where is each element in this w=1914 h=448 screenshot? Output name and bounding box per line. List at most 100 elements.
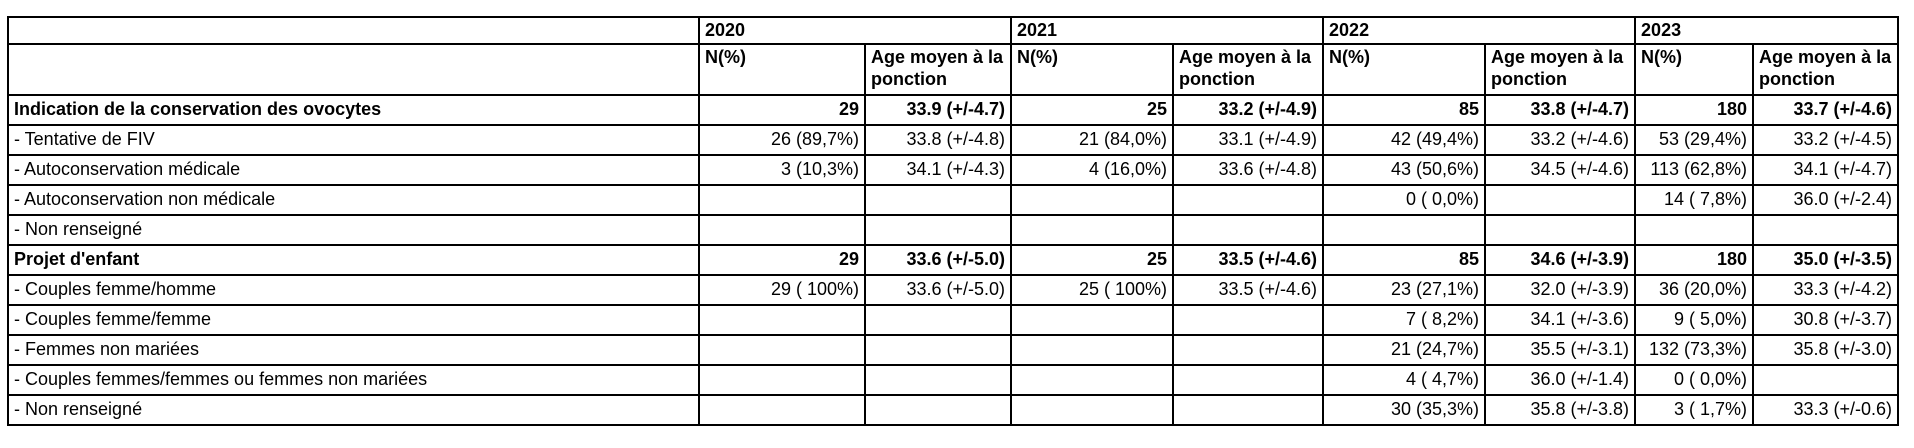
data-cell <box>1010 303 1175 336</box>
data-cell <box>1172 303 1325 336</box>
data-cell: 14 ( 7,8%) <box>1634 183 1755 216</box>
data-cell: 42 (49,4%) <box>1322 123 1487 156</box>
data-cell: 34.1 (+/-3.6) <box>1484 303 1637 336</box>
data-cell: 7 ( 8,2%) <box>1322 303 1487 336</box>
table-row: - Femmes non mariées 21 (24,7%) 35.5 (+/-3… <box>7 333 1900 366</box>
data-cell: 29 <box>698 93 866 126</box>
data-cell <box>1752 213 1900 246</box>
data-cell: 9 ( 5,0%) <box>1634 303 1755 336</box>
data-cell: 21 (24,7%) <box>1322 333 1487 366</box>
data-cell <box>1172 363 1325 396</box>
data-cell: 33.5 (+/-4.6) <box>1172 273 1325 306</box>
col-header-age: Age moyen à la ponction <box>863 42 1013 96</box>
row-label: Indication de la conservation des ovocyt… <box>7 93 700 126</box>
year-header: 2021 <box>1010 16 1325 45</box>
corner-cell <box>7 42 700 96</box>
data-cell: 33.8 (+/-4.8) <box>863 123 1013 156</box>
data-cell: 0 ( 0,0%) <box>1634 363 1755 396</box>
table-row: Indication de la conservation des ovocyt… <box>7 93 1900 126</box>
data-cell <box>863 183 1013 216</box>
sub-header-row: N(%) Age moyen à la ponction N(%) Age moyen… <box>7 42 1900 96</box>
data-cell <box>1484 183 1637 216</box>
data-cell: 180 <box>1634 243 1755 276</box>
data-cell <box>698 303 866 336</box>
row-label: - Couples femme/femme <box>7 303 700 336</box>
row-label: - Couples femme/homme <box>7 273 700 306</box>
data-cell: 85 <box>1322 93 1487 126</box>
data-cell: 30 (35,3%) <box>1322 393 1487 426</box>
year-header: 2022 <box>1322 16 1637 45</box>
data-cell: 25 <box>1010 93 1175 126</box>
data-cell: 25 <box>1010 243 1175 276</box>
data-cell: 34.1 (+/-4.3) <box>863 153 1013 186</box>
table-row: - Couples femmes/femmes ou femmes non ma… <box>7 363 1900 396</box>
data-cell <box>698 213 866 246</box>
data-cell: 25 ( 100%) <box>1010 273 1175 306</box>
data-cell <box>863 393 1013 426</box>
row-label: - Tentative de FIV <box>7 123 700 156</box>
data-cell: 3 ( 1,7%) <box>1634 393 1755 426</box>
table-row: Projet d'enfant 29 33.6 (+/-5.0) 25 33.5 (+/… <box>7 243 1900 276</box>
table-row: - Couples femme/femme 7 ( 8,2%) 34.1 (+/-3… <box>7 303 1900 336</box>
data-cell: 33.3 (+/-4.2) <box>1752 273 1900 306</box>
data-cell <box>1484 213 1637 246</box>
row-label: Projet d'enfant <box>7 243 700 276</box>
col-header-age: Age moyen à la ponction <box>1752 42 1900 96</box>
row-label: - Femmes non mariées <box>7 333 700 366</box>
data-cell: 33.2 (+/-4.6) <box>1484 123 1637 156</box>
col-header-age: Age moyen à la ponction <box>1484 42 1637 96</box>
data-cell: 33.6 (+/-5.0) <box>863 273 1013 306</box>
data-cell <box>1634 213 1755 246</box>
data-cell: 4 ( 4,7%) <box>1322 363 1487 396</box>
data-cell: 36.0 (+/-2.4) <box>1752 183 1900 216</box>
data-cell <box>698 363 866 396</box>
data-cell: 132 (73,3%) <box>1634 333 1755 366</box>
data-cell: 21 (84,0%) <box>1010 123 1175 156</box>
data-cell: 36 (20,0%) <box>1634 273 1755 306</box>
col-header-n: N(%) <box>1322 42 1487 96</box>
data-cell: 113 (62,8%) <box>1634 153 1755 186</box>
data-cell <box>698 393 866 426</box>
data-cell: 34.1 (+/-4.7) <box>1752 153 1900 186</box>
data-cell: 0 ( 0,0%) <box>1322 183 1487 216</box>
data-cell: 23 (27,1%) <box>1322 273 1487 306</box>
data-cell <box>698 183 866 216</box>
data-cell: 33.8 (+/-4.7) <box>1484 93 1637 126</box>
data-cell <box>863 213 1013 246</box>
data-cell: 34.5 (+/-4.6) <box>1484 153 1637 186</box>
data-cell <box>863 333 1013 366</box>
data-cell <box>1010 333 1175 366</box>
col-header-n: N(%) <box>1010 42 1175 96</box>
data-cell: 33.9 (+/-4.7) <box>863 93 1013 126</box>
data-cell: 33.6 (+/-5.0) <box>863 243 1013 276</box>
row-label: - Couples femmes/femmes ou femmes non ma… <box>7 363 700 396</box>
data-cell <box>1172 393 1325 426</box>
table-row: - Non renseigné 30 (35,3%) 35.8 (+/-3.8) 3 … <box>7 393 1900 426</box>
row-label: - Autoconservation médicale <box>7 153 700 186</box>
data-cell: 33.6 (+/-4.8) <box>1172 153 1325 186</box>
data-cell: 180 <box>1634 93 1755 126</box>
data-cell: 30.8 (+/-3.7) <box>1752 303 1900 336</box>
data-cell <box>863 363 1013 396</box>
data-cell: 85 <box>1322 243 1487 276</box>
col-header-n: N(%) <box>1634 42 1755 96</box>
data-cell <box>1010 183 1175 216</box>
data-cell: 26 (89,7%) <box>698 123 866 156</box>
data-cell: 35.0 (+/-3.5) <box>1752 243 1900 276</box>
table-row: - Autoconservation non médicale 0 ( 0,0%)… <box>7 183 1900 216</box>
data-cell <box>1172 333 1325 366</box>
table-row: - Non renseigné <box>7 213 1900 246</box>
data-cell: 33.7 (+/-4.6) <box>1752 93 1900 126</box>
data-cell: 33.3 (+/-0.6) <box>1752 393 1900 426</box>
row-label: - Non renseigné <box>7 213 700 246</box>
data-cell: 35.8 (+/-3.0) <box>1752 333 1900 366</box>
row-label: - Non renseigné <box>7 393 700 426</box>
data-cell: 33.5 (+/-4.6) <box>1172 243 1325 276</box>
years-header-row: 2020 2021 2022 2023 <box>7 16 1900 45</box>
table-row: - Couples femme/homme 29 ( 100%) 33.6 (+/-… <box>7 273 1900 306</box>
data-cell: 32.0 (+/-3.9) <box>1484 273 1637 306</box>
data-cell: 29 ( 100%) <box>698 273 866 306</box>
data-cell <box>1010 363 1175 396</box>
data-cell: 4 (16,0%) <box>1010 153 1175 186</box>
